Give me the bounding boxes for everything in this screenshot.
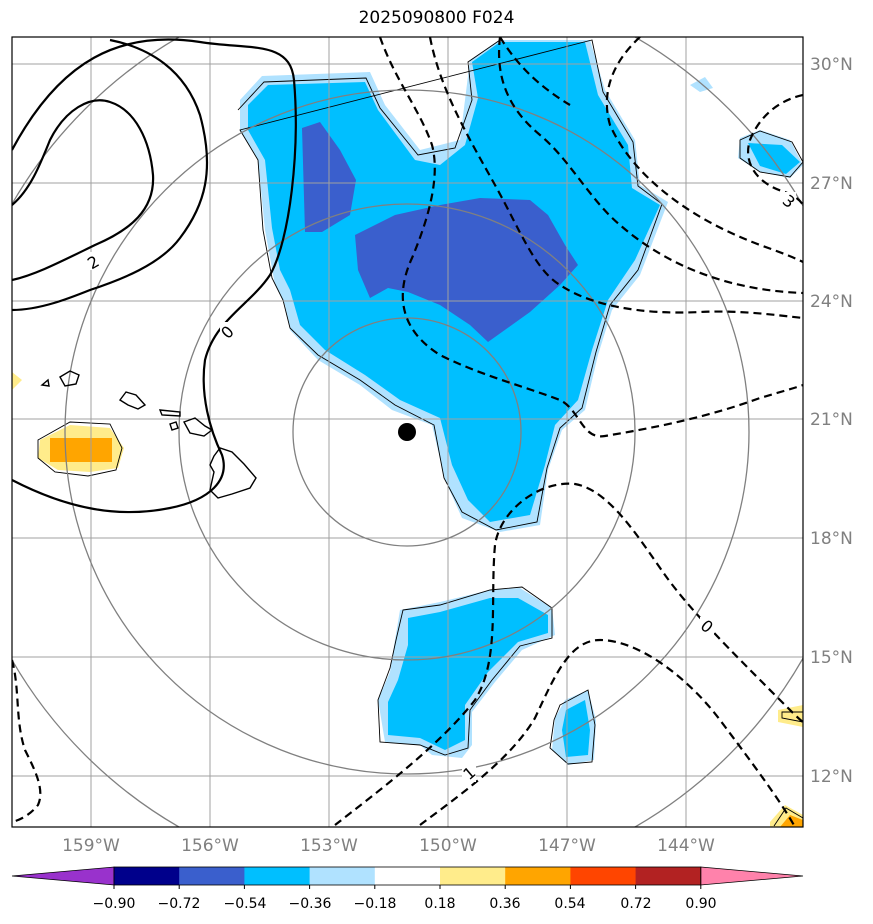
colorbar-label: −0.72	[158, 896, 201, 912]
colorbar-label: 0.72	[620, 896, 651, 912]
latitude-label: 30°N	[810, 55, 853, 75]
anomaly-region-west-orange	[50, 438, 112, 462]
latitude-label: 21°N	[810, 410, 853, 430]
solid-contours	[12, 38, 297, 514]
dashed-contours	[12, 37, 803, 827]
colorbar-label: 0.90	[685, 896, 716, 912]
colorbar-label: 0.36	[489, 896, 520, 912]
colorbar-label: 0.18	[424, 896, 455, 912]
colorbar-ticks	[113, 885, 702, 889]
island-lanai	[169, 421, 179, 431]
island-molokai	[158, 409, 181, 417]
contour-line-2	[12, 38, 209, 312]
longitude-label: 150°W	[419, 836, 477, 856]
colorbar-segment	[374, 867, 441, 885]
colorbar-extend-high	[700, 866, 804, 886]
colorbar-label: −0.90	[93, 896, 136, 912]
anomaly-region-se-mid	[562, 700, 590, 757]
longitude-label: 153°W	[300, 836, 358, 856]
colorbar-label: 0.54	[554, 896, 585, 912]
colorbar-segment	[244, 867, 311, 885]
colorbar-segment	[570, 867, 637, 885]
coastlines	[40, 370, 257, 499]
island-niihau	[40, 378, 50, 387]
colorbar-segment	[179, 867, 245, 885]
contour-labels: 2 0 3 0 1	[84, 191, 799, 784]
map-frame	[11, 36, 804, 828]
colorbar-segment	[114, 867, 180, 885]
colorbar-segment	[635, 867, 702, 885]
colorbar-label: −0.54	[224, 896, 267, 912]
island-hawaii	[209, 447, 257, 499]
island-maui	[182, 417, 214, 437]
longitude-axis: 159°W 156°W 153°W 150°W 147°W 144°W	[62, 836, 715, 856]
colorbar-segment	[440, 867, 506, 885]
colorbar-outline	[113, 866, 702, 886]
longitude-label: 144°W	[657, 836, 715, 856]
anomaly-region-north-dark-2	[355, 198, 578, 342]
colorbar-label: −0.36	[289, 896, 332, 912]
range-rings	[12, 37, 803, 827]
latitude-label: 24°N	[810, 292, 853, 312]
island-oahu	[118, 391, 147, 410]
latitude-label: 15°N	[810, 648, 853, 668]
latitude-label: 27°N	[810, 174, 853, 194]
contour-line-inner	[12, 99, 155, 282]
longitude-label: 159°W	[62, 836, 120, 856]
storm-center-dot	[398, 423, 416, 441]
anomaly-region-east-edge	[778, 705, 803, 727]
latitude-label: 18°N	[810, 529, 853, 549]
longitude-label: 147°W	[538, 836, 596, 856]
colorbar: −0.90 −0.72 −0.54 −0.36 −0.18 0.18 0.36 …	[11, 866, 804, 912]
island-kauai	[59, 370, 80, 387]
graticule	[12, 37, 803, 827]
latitude-label: 12°N	[810, 767, 853, 787]
colorbar-label: −0.18	[354, 896, 397, 912]
colorbar-segment	[505, 867, 571, 885]
latitude-axis: 30°N 27°N 24°N 21°N 18°N 15°N 12°N	[810, 55, 853, 787]
contour-line-outer	[12, 38, 297, 514]
colorbar-segment	[309, 867, 376, 885]
map-title: 2025090800 F024	[358, 8, 515, 28]
anomaly-region-west-edge	[12, 372, 22, 390]
anomaly-region-ne-mid	[748, 143, 800, 174]
colorbar-segments	[11, 866, 804, 886]
colorbar-extend-low	[11, 866, 115, 886]
longitude-label: 156°W	[181, 836, 239, 856]
map-layers	[12, 37, 803, 827]
